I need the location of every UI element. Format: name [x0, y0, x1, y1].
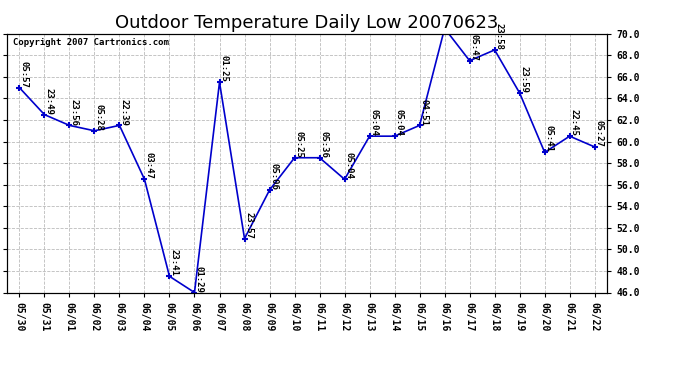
- Text: 23:59: 23:59: [520, 66, 529, 93]
- Text: 04:51: 04:51: [420, 99, 428, 125]
- Text: 05:04: 05:04: [395, 109, 404, 136]
- Text: 22:45: 22:45: [570, 109, 579, 136]
- Text: 23:49: 23:49: [44, 88, 53, 115]
- Text: 23:58: 23:58: [495, 23, 504, 50]
- Text: 05:41: 05:41: [544, 126, 553, 152]
- Text: 05:04: 05:04: [370, 109, 379, 136]
- Text: 05:36: 05:36: [319, 131, 328, 158]
- Text: 23:41: 23:41: [170, 249, 179, 276]
- Text: 05:40: 05:40: [0, 374, 1, 375]
- Text: 05:06: 05:06: [270, 163, 279, 190]
- Text: 05:27: 05:27: [595, 120, 604, 147]
- Text: 23:56: 23:56: [70, 99, 79, 125]
- Text: 05:25: 05:25: [295, 131, 304, 158]
- Text: 05:04: 05:04: [344, 152, 353, 179]
- Text: 03:47: 03:47: [144, 152, 153, 179]
- Text: Copyright 2007 Cartronics.com: Copyright 2007 Cartronics.com: [13, 38, 169, 46]
- Text: 22:39: 22:39: [119, 99, 128, 125]
- Text: 05:28: 05:28: [95, 104, 103, 131]
- Title: Outdoor Temperature Daily Low 20070623: Outdoor Temperature Daily Low 20070623: [115, 14, 499, 32]
- Text: 23:57: 23:57: [244, 212, 253, 238]
- Text: 01:25: 01:25: [219, 56, 228, 82]
- Text: 05:57: 05:57: [19, 61, 28, 88]
- Text: 05:47: 05:47: [470, 34, 479, 61]
- Text: 01:29: 01:29: [195, 266, 204, 292]
